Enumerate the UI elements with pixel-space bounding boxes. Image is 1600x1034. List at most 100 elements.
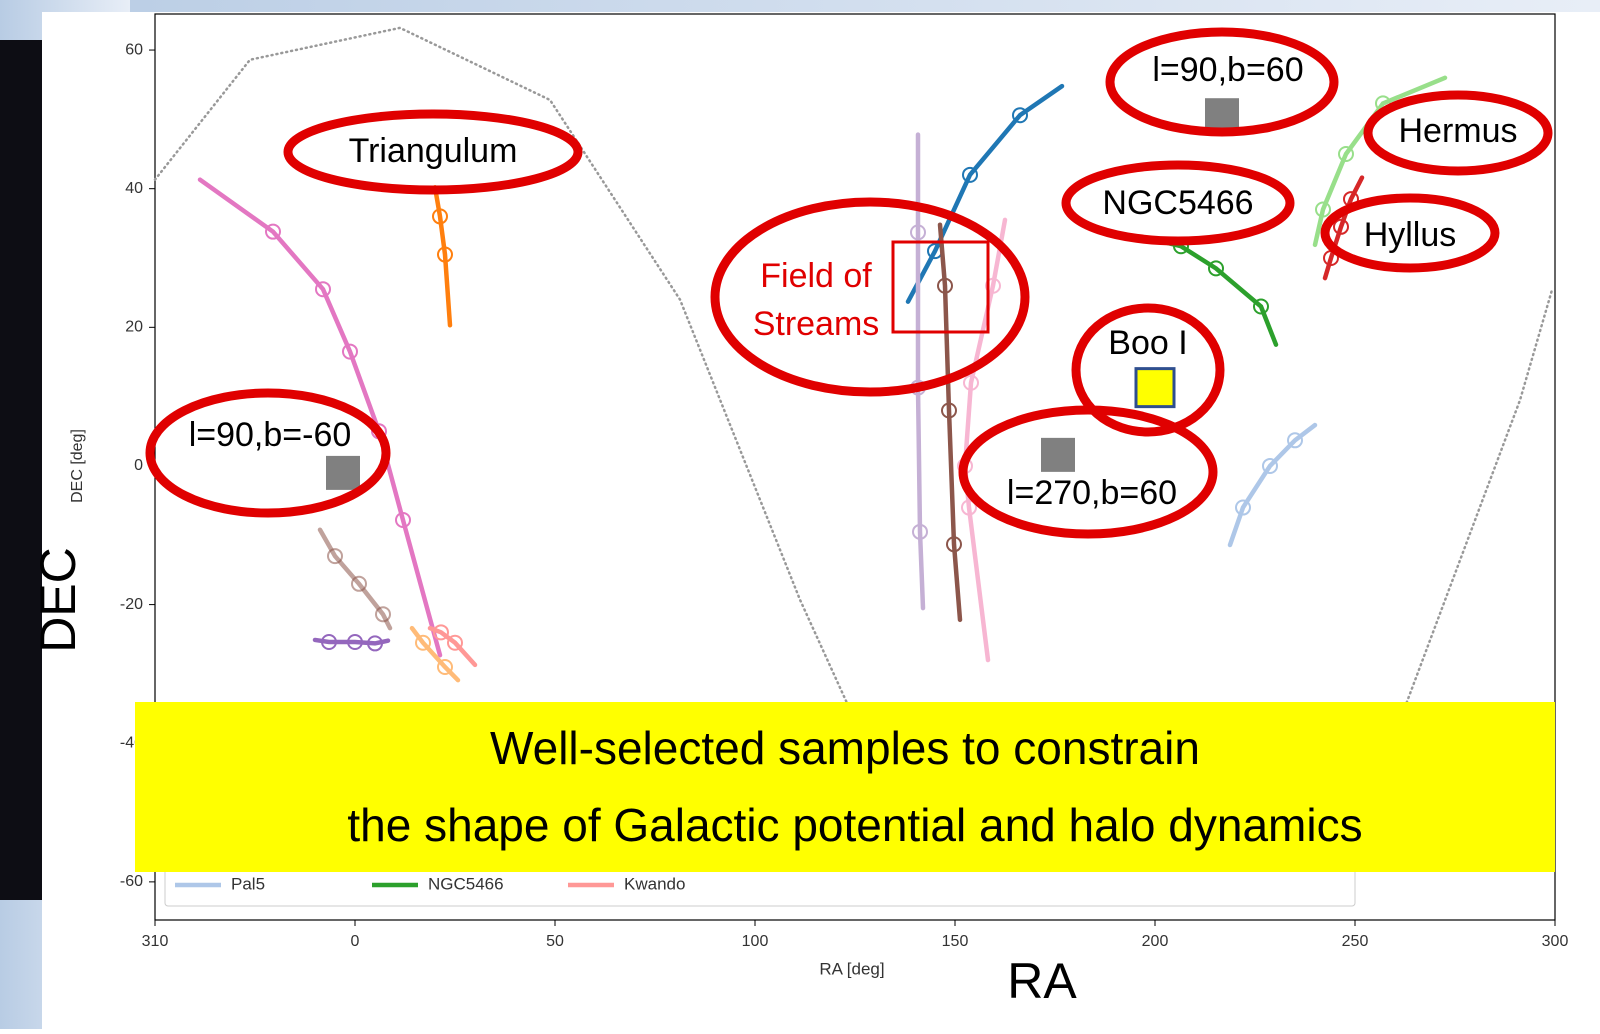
stream-marker [327, 548, 343, 565]
annotation-text: l=90,b=60 [1152, 51, 1303, 89]
stream-line [312, 637, 391, 646]
stream-marker [315, 281, 331, 298]
stream-marker [375, 606, 391, 623]
stream-line [1227, 422, 1318, 548]
stream-marker [433, 624, 449, 641]
square-marker [1041, 437, 1075, 472]
annotation-text: NGC5466 [1102, 184, 1253, 222]
y-tick-label: -60 [120, 873, 143, 890]
big-y-label: DEC [30, 547, 86, 653]
legend-label: NGC5466 [428, 874, 504, 893]
legend-label: Pal5 [231, 874, 265, 893]
annotation-text: Field of [760, 257, 872, 295]
annotation-text: Boo I [1108, 324, 1187, 362]
stream-marker [347, 634, 363, 651]
y-tick-label: 0 [134, 457, 143, 474]
annotation-text: l=270,b=60 [1007, 474, 1177, 512]
stream-line [937, 222, 963, 623]
stream-marker [912, 523, 928, 540]
stream-marker [437, 658, 453, 675]
stream-marker [342, 343, 358, 360]
stream-marker [1287, 432, 1303, 449]
legend-label: Kwando [624, 874, 685, 893]
annotation-ellipse [1320, 193, 1500, 273]
stream-marker [910, 224, 926, 241]
x-tick-label: 200 [1142, 933, 1169, 950]
y-tick-label: 40 [125, 180, 143, 197]
stream-marker [1253, 298, 1269, 315]
big-x-label: RA [1007, 953, 1077, 1009]
x-tick-label: 150 [942, 933, 969, 950]
sky-image [0, 40, 42, 900]
stream-marker [1262, 457, 1278, 474]
annotation-ellipse [958, 405, 1218, 539]
annotation-ellipse [1105, 27, 1339, 137]
annotation-ellipse [710, 197, 1030, 397]
stream-marker [437, 246, 453, 263]
stream-marker [985, 277, 1001, 294]
square-marker [1134, 367, 1176, 409]
x-tick-label: 50 [546, 933, 564, 950]
stream-line [427, 625, 478, 668]
annotation-ellipse [145, 388, 391, 518]
annotation-text: l=90,b=-60 [189, 416, 352, 454]
y-tick-label: 60 [125, 41, 143, 58]
stream-marker [447, 634, 463, 651]
annotation-ellipse [283, 109, 583, 195]
stream-marker [941, 402, 957, 419]
stream-marker [1338, 146, 1354, 163]
annotation-ellipse [1071, 303, 1225, 437]
banner-line: the shape of Galactic potential and halo… [347, 799, 1362, 851]
legend: Pal5 NGC5466 Kwando [175, 874, 685, 893]
top-strip [0, 0, 1600, 12]
x-tick-label: 310 [142, 933, 169, 950]
annotation-text: Hermus [1398, 112, 1517, 150]
stream-marker [415, 634, 431, 651]
y-axis-label: DEC [deg] [69, 429, 86, 503]
annotation-ellipse [1363, 90, 1553, 176]
x-tick-label: 250 [1342, 933, 1369, 950]
square-marker [1205, 98, 1239, 133]
stream-line [197, 177, 443, 658]
stream-line [432, 185, 453, 328]
stream-line [409, 625, 461, 683]
banner-line: Well-selected samples to constrain [490, 722, 1200, 774]
stream-line [962, 217, 1008, 663]
stream-marker [321, 634, 337, 651]
x-tick-label: 100 [742, 933, 769, 950]
annotation-ellipse [1061, 160, 1295, 246]
x-tick-label: 0 [351, 933, 360, 950]
annotation-text: Streams [753, 305, 880, 343]
annotations: Triangulum Field of Streams l=90,b=60 Hermus… [145, 27, 1553, 539]
field-box [891, 240, 990, 334]
stream-marker [367, 635, 383, 652]
annotation-text: Hyllus [1364, 216, 1457, 254]
stream-line [1312, 75, 1448, 248]
stream-marker [1315, 201, 1331, 218]
stream-marker [937, 277, 953, 294]
stream-marker [432, 208, 448, 225]
stream-line [905, 83, 1065, 304]
x-axis-label: RA [deg] [819, 959, 884, 978]
stream-marker [395, 512, 411, 529]
stream-marker [1208, 260, 1224, 277]
stream-marker [963, 374, 979, 391]
stream-marker [1235, 499, 1251, 516]
stream-marker [265, 223, 281, 240]
stream-marker [1012, 107, 1028, 124]
banner [135, 702, 1555, 872]
stream-marker [351, 575, 367, 592]
stream-marker [946, 536, 962, 553]
square-marker [326, 455, 360, 490]
annotation-text: Triangulum [349, 132, 518, 170]
stream-marker [961, 499, 977, 516]
stream-line [317, 527, 393, 631]
stream-marker [962, 166, 978, 183]
stream-marker [1333, 218, 1349, 235]
y-tick-label: 20 [125, 319, 143, 336]
y-tick-label: -20 [120, 596, 143, 613]
x-tick-label: 300 [1542, 933, 1569, 950]
